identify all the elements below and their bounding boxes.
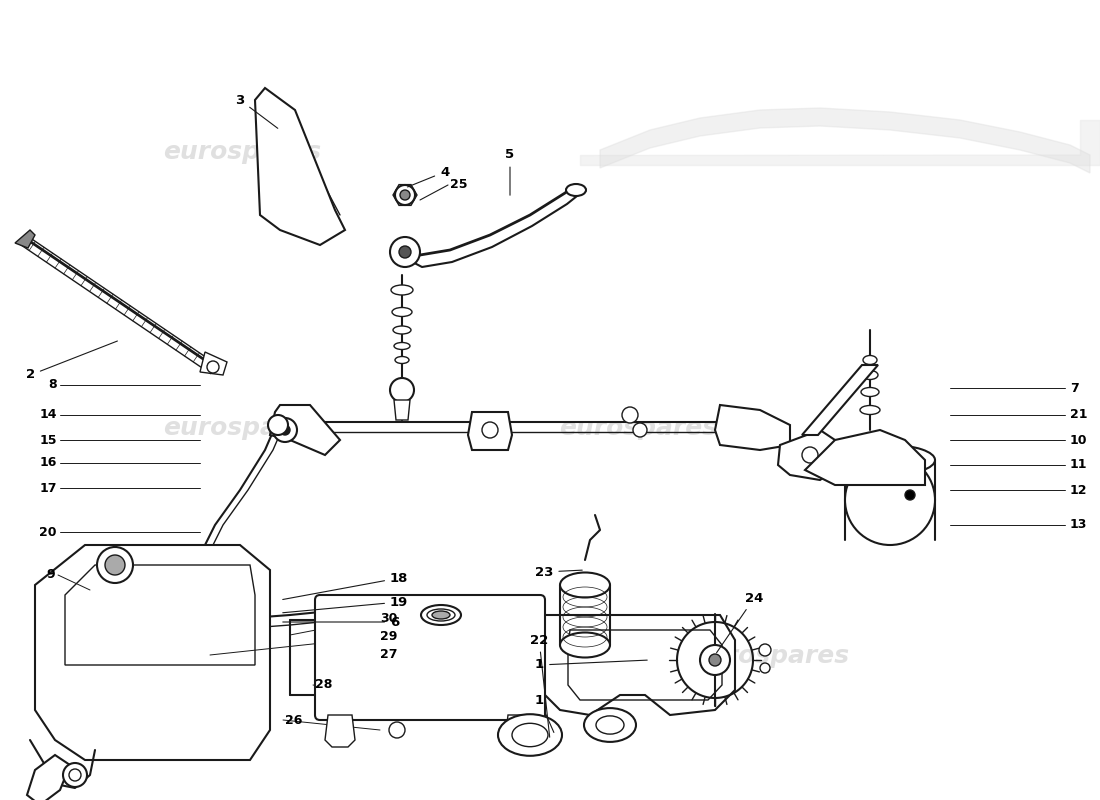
Polygon shape	[535, 615, 735, 715]
Polygon shape	[600, 108, 1090, 173]
Text: 19: 19	[283, 595, 408, 613]
Circle shape	[700, 645, 730, 675]
Circle shape	[621, 407, 638, 423]
Text: eurospares: eurospares	[163, 416, 321, 440]
Text: 18: 18	[283, 571, 408, 599]
Text: 20: 20	[40, 526, 57, 538]
Circle shape	[710, 654, 720, 666]
Circle shape	[63, 763, 87, 787]
Text: 26: 26	[285, 714, 303, 726]
Text: 15: 15	[40, 434, 57, 446]
Polygon shape	[802, 365, 878, 435]
Circle shape	[268, 415, 288, 435]
FancyBboxPatch shape	[315, 595, 544, 720]
Text: 25: 25	[450, 178, 468, 191]
Text: 7: 7	[1070, 382, 1079, 394]
Ellipse shape	[862, 370, 878, 379]
Text: eurospares: eurospares	[691, 644, 849, 668]
Text: 16: 16	[40, 457, 57, 470]
Text: 27: 27	[379, 649, 397, 662]
Text: 2: 2	[26, 341, 118, 382]
Polygon shape	[200, 352, 227, 375]
Polygon shape	[255, 88, 345, 245]
Circle shape	[632, 423, 647, 437]
Ellipse shape	[566, 184, 586, 196]
Circle shape	[280, 425, 290, 435]
Text: 5: 5	[505, 149, 515, 195]
Ellipse shape	[390, 285, 412, 295]
Text: 6: 6	[283, 615, 399, 629]
Polygon shape	[28, 755, 70, 800]
Text: 30: 30	[379, 611, 397, 625]
Ellipse shape	[498, 714, 562, 756]
Circle shape	[802, 447, 818, 463]
Circle shape	[759, 644, 771, 656]
Polygon shape	[715, 405, 790, 450]
Polygon shape	[805, 430, 925, 485]
Circle shape	[390, 237, 420, 267]
Text: 17: 17	[40, 482, 57, 494]
Circle shape	[104, 555, 125, 575]
Text: 14: 14	[40, 409, 57, 422]
Ellipse shape	[421, 605, 461, 625]
Text: 12: 12	[1070, 483, 1088, 497]
Circle shape	[399, 246, 411, 258]
Text: 1: 1	[535, 658, 647, 671]
Circle shape	[97, 547, 133, 583]
Ellipse shape	[861, 387, 879, 397]
Polygon shape	[270, 405, 340, 455]
Text: 29: 29	[379, 630, 397, 643]
Text: 9: 9	[46, 569, 55, 582]
Polygon shape	[778, 430, 835, 480]
Ellipse shape	[560, 633, 610, 658]
Circle shape	[400, 190, 410, 200]
Polygon shape	[394, 400, 410, 420]
Text: 23: 23	[535, 566, 582, 578]
Text: 28: 28	[315, 678, 332, 691]
Text: 13: 13	[1070, 518, 1088, 531]
Polygon shape	[324, 715, 355, 747]
Ellipse shape	[394, 342, 410, 350]
Polygon shape	[15, 230, 35, 248]
Circle shape	[760, 663, 770, 673]
Text: 1: 1	[535, 694, 554, 733]
Text: eurospares: eurospares	[559, 416, 717, 440]
Ellipse shape	[560, 573, 610, 598]
Ellipse shape	[432, 611, 450, 619]
Ellipse shape	[584, 708, 636, 742]
Circle shape	[207, 361, 219, 373]
Ellipse shape	[393, 326, 411, 334]
Text: 11: 11	[1070, 458, 1088, 471]
Ellipse shape	[395, 357, 409, 363]
Polygon shape	[505, 715, 535, 747]
Text: 24: 24	[716, 591, 763, 653]
Ellipse shape	[860, 406, 880, 414]
Ellipse shape	[864, 355, 877, 365]
Text: 3: 3	[235, 94, 278, 128]
Circle shape	[389, 722, 405, 738]
Circle shape	[273, 418, 297, 442]
Text: 8: 8	[48, 378, 57, 391]
Circle shape	[482, 422, 498, 438]
Polygon shape	[468, 412, 512, 450]
Ellipse shape	[392, 307, 412, 317]
Text: 21: 21	[1070, 409, 1088, 422]
Text: 4: 4	[408, 166, 449, 187]
Polygon shape	[35, 545, 270, 760]
Ellipse shape	[845, 445, 935, 475]
Text: 10: 10	[1070, 434, 1088, 446]
Ellipse shape	[845, 455, 935, 545]
Circle shape	[395, 185, 415, 205]
Circle shape	[390, 378, 414, 402]
Circle shape	[905, 490, 915, 500]
Text: eurospares: eurospares	[163, 140, 321, 164]
Text: 22: 22	[530, 634, 550, 738]
